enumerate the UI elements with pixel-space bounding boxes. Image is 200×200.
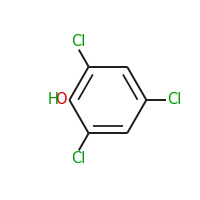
Text: Cl: Cl: [167, 92, 182, 108]
Text: Cl: Cl: [72, 34, 86, 49]
Text: O: O: [55, 92, 66, 108]
Text: H: H: [47, 92, 58, 108]
Text: Cl: Cl: [72, 151, 86, 166]
